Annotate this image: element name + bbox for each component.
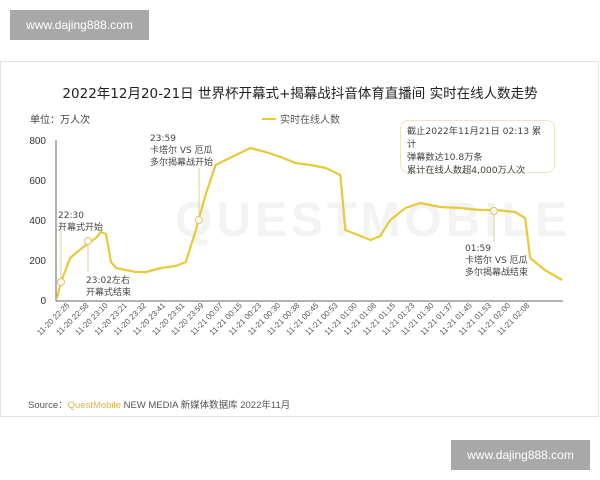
annotation-1-text: 开幕式开始 bbox=[58, 221, 103, 233]
annotation-2-time: 23:02左右 bbox=[86, 274, 130, 286]
y-tick-label: 0 bbox=[40, 296, 46, 307]
watermark-top: www.dajing888.com bbox=[10, 10, 149, 40]
source-brand: QuestMobile bbox=[67, 400, 121, 411]
annotation-3-line1: 卡塔尔 VS 厄瓜 bbox=[150, 144, 213, 156]
series-line-online-users bbox=[55, 146, 563, 299]
background-watermark: QUESTMOBILE bbox=[175, 194, 571, 247]
annotation-marker-icon bbox=[84, 237, 92, 245]
annotation-1-time: 22:30 bbox=[58, 211, 84, 221]
legend-label: 实时在线人数 bbox=[280, 115, 340, 126]
annotation-4-line1: 卡塔尔 VS 厄瓜 bbox=[465, 254, 528, 266]
note-line-3: 累计在线人数超4,000万人次 bbox=[407, 165, 526, 176]
annotation-4-line2: 多尔揭幕战结束 bbox=[465, 266, 528, 278]
note-line-2: 弹幕数达10.8万条 bbox=[407, 152, 483, 163]
watermark-bottom: www.dajing888.com bbox=[451, 440, 590, 470]
y-axis: 0 200 400 600 800 bbox=[29, 136, 46, 307]
annotation-marker-icon bbox=[195, 216, 203, 224]
note-line-1: 截止2022年11月21日 02:13 累计 bbox=[407, 126, 542, 150]
annotation-3-line2: 多尔揭幕战开始 bbox=[150, 156, 213, 168]
y-tick-label: 400 bbox=[29, 216, 46, 227]
legend: 实时在线人数 bbox=[262, 111, 340, 126]
y-tick-label: 600 bbox=[29, 176, 46, 187]
source-credit: Source：QuestMobile NEW MEDIA 新媒体数据库 2022… bbox=[28, 397, 290, 411]
annotation-markers bbox=[57, 207, 498, 286]
source-rest: NEW MEDIA 新媒体数据库 2022年11月 bbox=[123, 400, 291, 411]
y-tick-label: 200 bbox=[29, 256, 46, 267]
annotation-leaders bbox=[60, 168, 495, 282]
annotation-2-text: 开幕式结束 bbox=[86, 286, 131, 298]
annotation-marker-icon bbox=[57, 278, 65, 286]
chart-title: 2022年12月20-21日 世界杯开幕式+揭幕战抖音体育直播间 实时在线人数走… bbox=[62, 86, 538, 102]
annotation-marker-icon bbox=[490, 207, 498, 215]
annotation-3-time: 23:59 bbox=[150, 134, 176, 144]
annotation-4-time: 01:59 bbox=[465, 244, 491, 254]
unit-label: 单位：万人次 bbox=[30, 115, 90, 126]
y-tick-label: 800 bbox=[29, 136, 46, 147]
source-prefix: Source： bbox=[28, 400, 68, 411]
legend-line-swatch-icon bbox=[262, 117, 276, 120]
summary-note-box: 截止2022年11月21日 02:13 累计 弹幕数达10.8万条 累计在线人数… bbox=[400, 120, 555, 176]
